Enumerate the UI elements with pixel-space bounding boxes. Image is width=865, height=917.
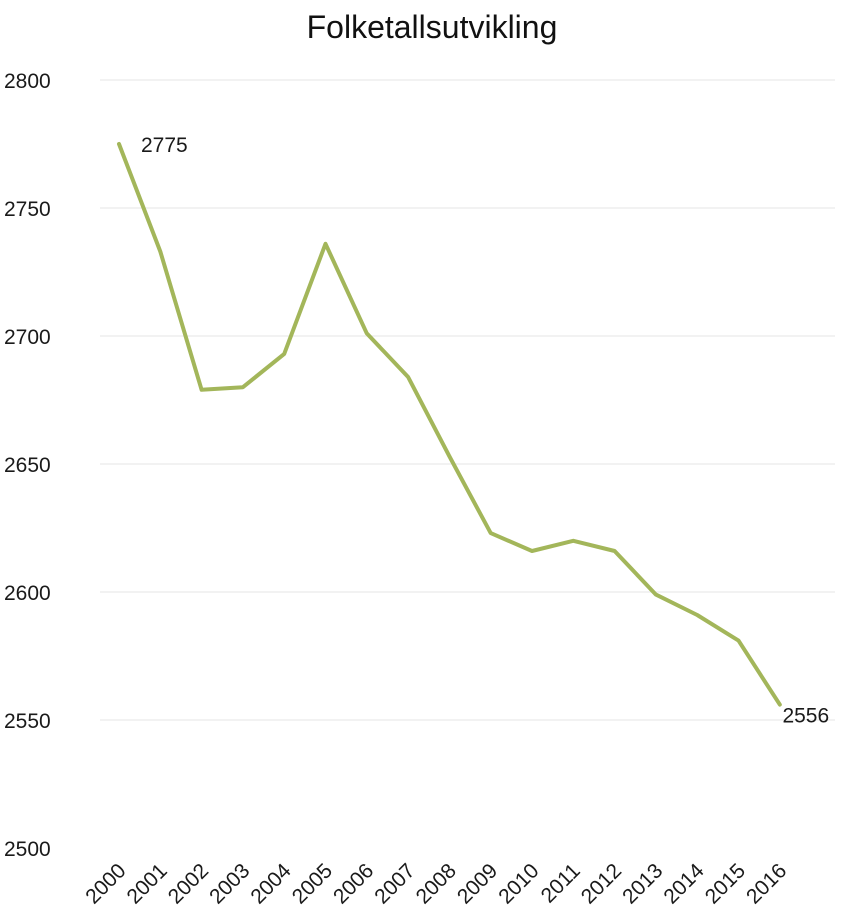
y-tick-label: 2650 <box>4 454 51 477</box>
x-tick-label: 2011 <box>537 859 585 907</box>
x-tick-label: 2003 <box>205 859 254 908</box>
series-line <box>117 142 782 707</box>
gridlines <box>100 79 835 721</box>
y-tick-label: 2550 <box>4 710 51 733</box>
x-tick-label: 2009 <box>453 859 502 908</box>
series-layer <box>117 142 782 707</box>
y-tick-label: 2750 <box>4 198 51 221</box>
x-tick-label: 2013 <box>618 859 667 908</box>
x-tick-label: 2006 <box>329 859 378 908</box>
x-tick-label: 2002 <box>164 859 213 908</box>
y-axis-tick-labels: 2500 2550 2600 2650 2700 2750 2800 <box>4 70 51 861</box>
x-tick-label: 2008 <box>412 859 461 908</box>
x-tick-label: 2015 <box>701 859 750 908</box>
y-tick-label: 2800 <box>4 70 51 93</box>
x-tick-label: 2016 <box>742 859 791 908</box>
x-tick-label: 2004 <box>246 859 296 909</box>
x-axis-tick-labels: 2000200120022003200420052006200720082009… <box>81 859 791 909</box>
data-label: 2775 <box>141 134 188 157</box>
chart-title: Folketallsutvikling <box>307 9 558 45</box>
x-tick-label: 2007 <box>370 859 419 908</box>
x-tick-label: 2012 <box>577 859 626 908</box>
data-label: 2556 <box>782 705 829 728</box>
x-tick-label: 2001 <box>123 859 172 908</box>
y-tick-label: 2600 <box>4 582 51 605</box>
x-tick-label: 2010 <box>494 859 543 908</box>
y-tick-label: 2700 <box>4 326 51 349</box>
x-tick-label: 2000 <box>81 859 130 908</box>
data-labels: 2775 2556 <box>141 134 829 728</box>
x-tick-label: 2005 <box>288 859 337 908</box>
y-tick-label: 2500 <box>4 838 51 861</box>
x-tick-label: 2014 <box>659 859 709 909</box>
